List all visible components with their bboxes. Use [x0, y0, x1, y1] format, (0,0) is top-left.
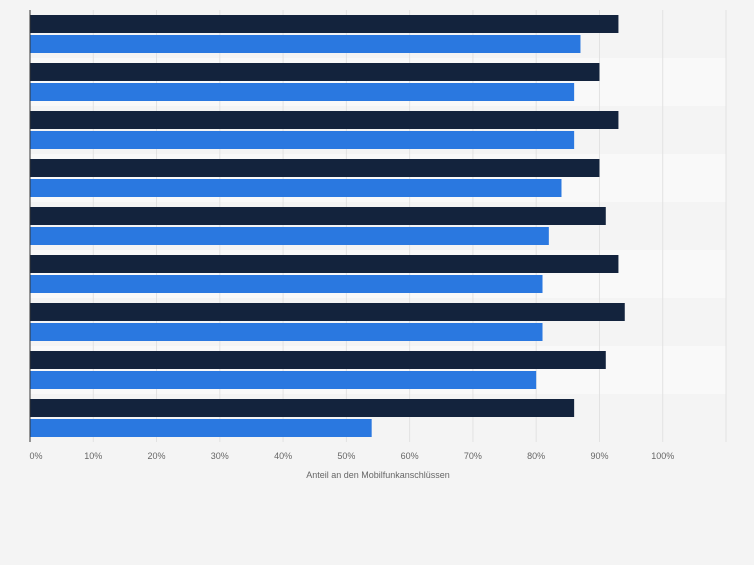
- bar: [30, 419, 372, 437]
- bar: [30, 351, 606, 369]
- bar: [30, 399, 575, 417]
- x-tick-label: 0%: [29, 451, 42, 461]
- x-tick-label: 100%: [651, 451, 674, 461]
- bar: [30, 207, 606, 225]
- x-tick-label: 70%: [464, 451, 482, 461]
- x-tick-label: 10%: [84, 451, 102, 461]
- bar: [30, 131, 575, 149]
- x-tick-label: 60%: [401, 451, 419, 461]
- x-axis: 0% 10% 20% 30% 40% 50% 60% 70% 80% 90% 100%: [29, 10, 674, 461]
- bar: [30, 371, 537, 389]
- bar: [30, 323, 543, 341]
- x-tick-label: 20%: [148, 451, 166, 461]
- bar: [30, 275, 543, 293]
- bar: [30, 159, 600, 177]
- x-tick-label: 50%: [337, 451, 355, 461]
- bar: [30, 15, 619, 33]
- bar: [30, 179, 562, 197]
- grid-lines: [92, 10, 727, 442]
- bar: [30, 63, 600, 81]
- bar: [30, 111, 619, 129]
- bar: [30, 303, 625, 321]
- bar: [30, 255, 619, 273]
- x-tick-label: 80%: [527, 451, 545, 461]
- bar: [30, 227, 549, 245]
- x-tick-label: 90%: [590, 451, 608, 461]
- x-axis-label: Anteil an den Mobilfunkanschlüssen: [306, 470, 450, 480]
- bar: [30, 83, 575, 101]
- x-tick-label: 40%: [274, 451, 292, 461]
- bars: [30, 15, 625, 437]
- bar: [30, 35, 581, 53]
- x-tick-label: 30%: [211, 451, 229, 461]
